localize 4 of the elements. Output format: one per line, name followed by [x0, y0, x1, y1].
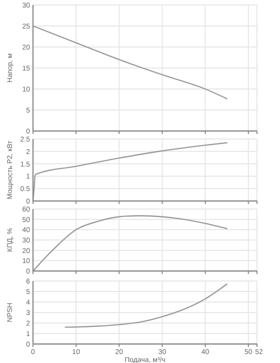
line-series: [32, 142, 228, 202]
line-series: [32, 215, 228, 272]
line-series: [64, 284, 228, 328]
line-series: [32, 25, 228, 100]
